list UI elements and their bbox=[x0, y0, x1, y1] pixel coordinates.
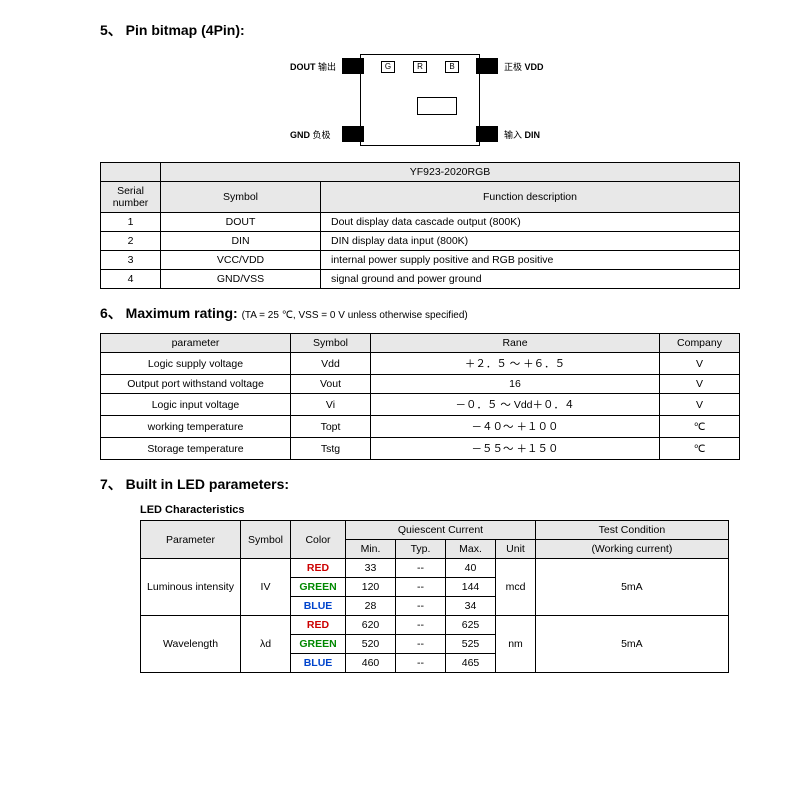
table-row: 2DINDIN display data input (800K) bbox=[101, 232, 740, 251]
pin-table: YF923-2020RGB Serial number Symbol Funct… bbox=[100, 162, 740, 289]
section7-title: 7、 Built in LED parameters: bbox=[100, 474, 740, 494]
th-tc: Test Condition bbox=[536, 521, 729, 540]
table-row: 3VCC/VDDinternal power supply positive a… bbox=[101, 251, 740, 270]
part-number: YF923-2020RGB bbox=[161, 163, 740, 182]
led-table: Parameter Symbol Color Quiescent Current… bbox=[140, 520, 729, 673]
chip-body: G R B bbox=[360, 54, 480, 146]
table-row: 1DOUTDout display data cascade output (8… bbox=[101, 213, 740, 232]
th-min: Min. bbox=[346, 540, 396, 559]
table-row: Storage temperatureTstg－５５～ ＋１５０℃ bbox=[101, 438, 740, 460]
th-desc: Function description bbox=[321, 182, 740, 213]
th-max: Max. bbox=[446, 540, 496, 559]
table-row: Logic input voltageVi－０．５ ～ Vdd＋０．４V bbox=[101, 394, 740, 416]
th-typ: Typ. bbox=[396, 540, 446, 559]
table-row: Wavelength λd RED 620--625 nm 5mA bbox=[141, 616, 729, 635]
th-color: Color bbox=[291, 521, 346, 559]
pad-dout bbox=[342, 58, 364, 74]
die-g: G bbox=[381, 61, 395, 73]
pad-gnd bbox=[342, 126, 364, 142]
th-range: Rane bbox=[371, 334, 660, 353]
die-r: R bbox=[413, 61, 427, 73]
th-unit: Unit bbox=[496, 540, 536, 559]
max-rating-table: parameter Symbol Rane Company Logic supp… bbox=[100, 333, 740, 460]
table-row: working temperatureTopt－４０～ ＋１００℃ bbox=[101, 416, 740, 438]
th-sym: Symbol bbox=[161, 182, 321, 213]
label-gnd: GND 负极 bbox=[290, 128, 331, 141]
table-row: Logic supply voltageVdd＋２．５ ～ ＋６．５V bbox=[101, 353, 740, 375]
led-char-subhead: LED Characteristics bbox=[140, 504, 740, 516]
th-param: Parameter bbox=[141, 521, 241, 559]
th-sym: Symbol bbox=[241, 521, 291, 559]
table-row: Luminous intensity IV RED 33--40 mcd 5mA bbox=[141, 559, 729, 578]
table-row: 4GND/VSSsignal ground and power ground bbox=[101, 270, 740, 289]
label-vdd: 正极 VDD bbox=[504, 60, 544, 73]
table-row: Output port withstand voltageVout16V bbox=[101, 375, 740, 394]
th-wc: (Working current) bbox=[536, 540, 729, 559]
section5-title: 5、 Pin bitmap (4Pin): bbox=[100, 20, 740, 40]
th-qc: Quiescent Current bbox=[346, 521, 536, 540]
pin-diagram: G R B DOUT 输出 GND 负极 正极 VDD 输入 DIN bbox=[290, 50, 550, 150]
th-co: Company bbox=[660, 334, 740, 353]
pad-din bbox=[476, 126, 498, 142]
label-dout: DOUT 输出 bbox=[290, 60, 336, 73]
section6-title: 6、 Maximum rating: (TA = 25 ℃, VSS = 0 V… bbox=[100, 303, 740, 323]
die-b: B bbox=[445, 61, 459, 73]
label-din: 输入 DIN bbox=[504, 128, 540, 141]
pad-vdd bbox=[476, 58, 498, 74]
th-param: parameter bbox=[101, 334, 291, 353]
th-sym: Symbol bbox=[291, 334, 371, 353]
th-sn: Serial number bbox=[101, 182, 161, 213]
section6-note: (TA = 25 ℃, VSS = 0 V unless otherwise s… bbox=[242, 310, 468, 321]
ic-block bbox=[417, 97, 457, 115]
